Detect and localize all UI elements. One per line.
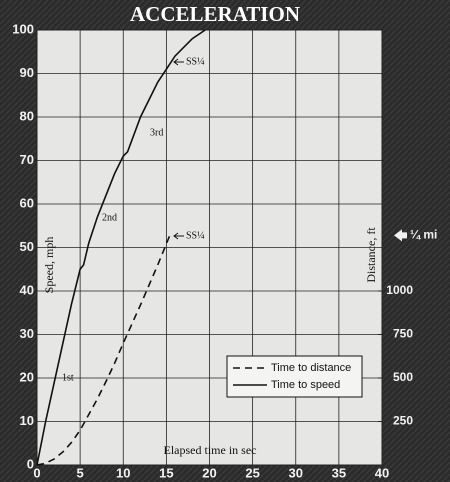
- y2-tick-label: 250: [393, 414, 413, 428]
- series-line: [36, 29, 206, 466]
- y2-tick-label: 500: [393, 370, 413, 384]
- y-tick-label: 60: [20, 195, 34, 210]
- annotation: 3rd: [150, 127, 163, 138]
- annotation: SS¼: [186, 230, 205, 241]
- chart-title: ACCELERATION: [130, 2, 300, 26]
- y-tick-label: 50: [20, 239, 34, 254]
- y-tick-label: 30: [20, 326, 34, 341]
- x-tick-label: 5: [77, 465, 84, 480]
- y-tick-label: 0: [27, 456, 34, 471]
- annotation: 1st: [62, 372, 74, 383]
- annotation: SS¼: [186, 56, 205, 67]
- y2-axis-label: Distance, ft: [364, 227, 378, 283]
- legend-label: Time to speed: [271, 379, 340, 391]
- y2-tick-label: ¼ mi: [410, 227, 437, 241]
- y-tick-label: 100: [12, 21, 34, 36]
- y-tick-label: 90: [20, 65, 34, 80]
- x-tick-label: 30: [289, 465, 303, 480]
- y-tick-label: 80: [20, 108, 34, 123]
- y-tick-label: 10: [20, 413, 34, 428]
- y-tick-label: 70: [20, 152, 34, 167]
- x-tick-label: 10: [116, 465, 130, 480]
- x-tick-label: 0: [33, 465, 40, 480]
- quarter-mile-arrow: [394, 229, 407, 242]
- legend-box: [226, 355, 363, 398]
- y2-tick-label: 1000: [386, 283, 413, 297]
- annotation: 2nd: [102, 212, 117, 223]
- x-tick-label: 25: [245, 465, 259, 480]
- annotation-arrow: [173, 58, 184, 66]
- x-tick-label: 15: [159, 465, 173, 480]
- plot-frame: [36, 29, 383, 466]
- y2-tick-label: 750: [393, 327, 413, 341]
- y-tick-label: 40: [20, 282, 34, 297]
- x-tick-label: 35: [332, 465, 346, 480]
- annotation-arrow: [173, 232, 184, 240]
- y-tick-label: 20: [20, 369, 34, 384]
- y-axis-label: Speed, mph: [42, 237, 56, 294]
- series-line: [36, 235, 171, 466]
- x-tick-label: 20: [202, 465, 216, 480]
- x-axis-label: Elapsed time in sec: [164, 443, 257, 457]
- x-tick-label: 40: [375, 465, 389, 480]
- legend-label: Time to distance: [271, 362, 351, 374]
